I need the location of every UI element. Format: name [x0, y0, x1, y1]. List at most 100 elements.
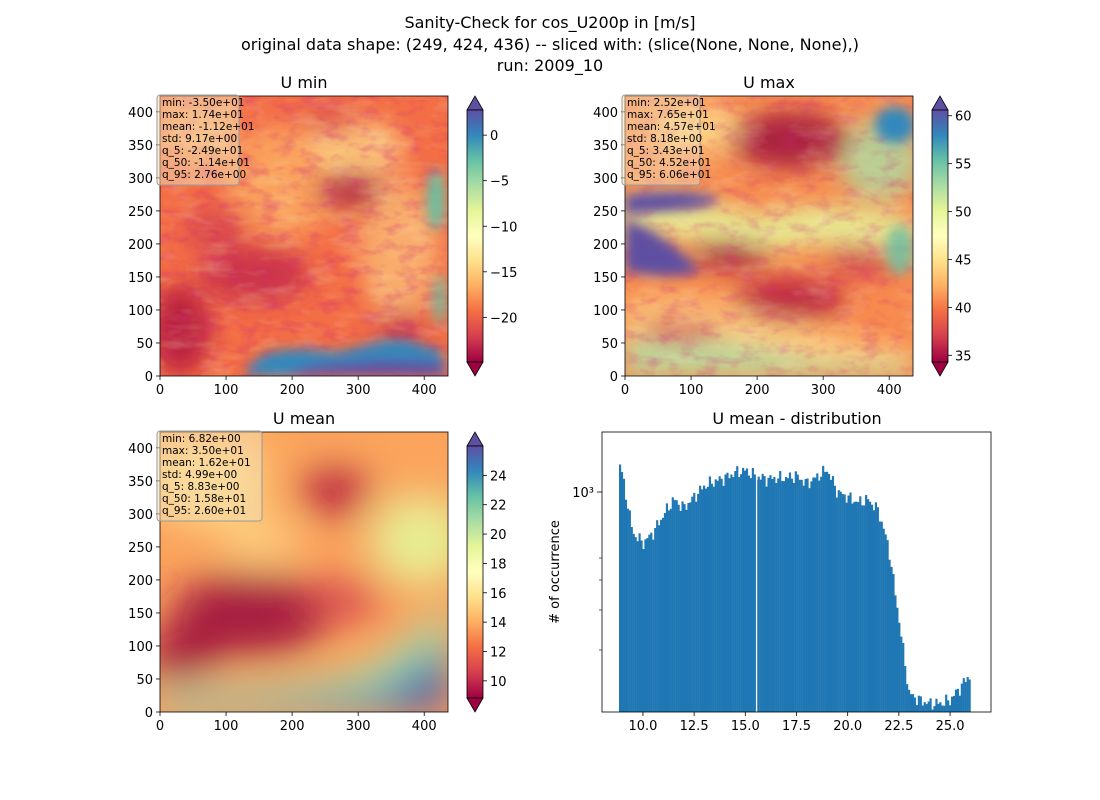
- umin-stat-line: q_95: 2.76e+00: [162, 169, 246, 181]
- hist-bar: [671, 497, 674, 712]
- hist-bar: [894, 595, 897, 712]
- hist-bar: [849, 492, 852, 712]
- hist-bar: [693, 492, 696, 712]
- hist-bar: [749, 478, 752, 712]
- umean-stat-line: mean: 1.62e+01: [162, 457, 251, 469]
- hist-xtick-label: 10.0: [628, 719, 657, 734]
- hist-bar: [632, 533, 635, 712]
- hist-bar: [677, 504, 680, 712]
- hist-bar: [769, 475, 772, 712]
- hist-xtick-label: 15.0: [731, 719, 760, 734]
- hist-bar: [882, 528, 885, 712]
- hist-bar: [687, 503, 690, 712]
- umax-ytick-label: 300: [593, 172, 618, 187]
- hist-bar: [800, 479, 803, 712]
- hist-bar: [853, 501, 856, 712]
- umin-stat-line: q_50: -1.14e+01: [162, 157, 250, 169]
- hist-bar: [796, 474, 799, 712]
- umin-stat-line: max: 1.74e+01: [162, 109, 244, 121]
- hist-bar: [802, 485, 805, 712]
- umean-stat-line: max: 3.50e+01: [162, 445, 244, 457]
- hist-bar: [878, 521, 881, 712]
- hist-bar: [695, 501, 698, 712]
- umax-xtick-label: 0: [621, 383, 629, 398]
- hist-bar: [718, 476, 721, 712]
- umean-colorbar-tick-label: 10: [490, 675, 507, 690]
- hist-bar: [892, 574, 895, 712]
- hist-bar: [628, 510, 631, 712]
- umax-stats-box: min: 2.52e+01 max: 7.65e+01 mean: 4.57e+…: [621, 94, 716, 186]
- umin-xtick-label: 400: [412, 383, 437, 398]
- umean-colorbar-tick-label: 16: [490, 587, 507, 602]
- hist-bar: [798, 479, 801, 712]
- hist-bar: [872, 510, 876, 712]
- hist-bar: [663, 513, 667, 712]
- hist-bar: [654, 528, 657, 712]
- hist-bar: [622, 478, 626, 712]
- hist-bar: [689, 502, 692, 712]
- hist-bar: [941, 705, 944, 712]
- hist-bar: [724, 474, 727, 712]
- hist-bar: [646, 538, 649, 712]
- umean-colorbar-tick-label: 14: [490, 616, 507, 631]
- umean-ytick-label: 250: [128, 541, 153, 556]
- hist-bar: [708, 476, 711, 712]
- hist-ytick: 10³: [572, 486, 602, 501]
- hist-bar: [824, 471, 827, 712]
- umax-stat-line: q_95: 6.06e+01: [627, 169, 711, 181]
- umax-ytick-label: 250: [593, 205, 618, 220]
- umean-xtick-label: 0: [156, 719, 164, 734]
- hist-bar: [962, 678, 965, 712]
- hist-bar: [722, 485, 725, 712]
- hist-bar: [863, 505, 866, 712]
- hist-bar: [777, 478, 780, 712]
- hist-bar: [958, 695, 961, 712]
- hist-bar: [913, 697, 917, 712]
- hist-bar: [720, 478, 723, 712]
- umax-stat-line: max: 7.65e+01: [627, 109, 709, 121]
- hist-bar: [779, 471, 782, 712]
- hist-bar: [716, 480, 719, 712]
- umin-ytick-label: 200: [128, 238, 153, 253]
- figure-title-line-2: original data shape: (249, 424, 436) -- …: [241, 35, 859, 54]
- hist-bar: [808, 488, 811, 712]
- umin-colorbar-tick-label: −10: [490, 220, 517, 235]
- umin-ytick-label: 50: [136, 337, 153, 352]
- umean-ytick-label: 300: [128, 508, 153, 523]
- hist-bar: [822, 465, 825, 712]
- hist-bar: [890, 566, 893, 712]
- hist-bar: [851, 503, 854, 712]
- hist-bar: [812, 477, 815, 712]
- hist-bar: [732, 477, 735, 712]
- hist-bar: [966, 676, 969, 712]
- hist-bar: [644, 539, 647, 712]
- hist-bar: [650, 532, 653, 712]
- hist-bar: [896, 607, 899, 712]
- hist-ytick-label: 10³: [572, 486, 594, 501]
- umin-stats-text: min: -3.50e+01 max: 1.74e+01 mean: -1.12…: [162, 97, 258, 181]
- hist-bar: [636, 541, 639, 712]
- hist-bar: [763, 476, 766, 712]
- umean-ytick-label: 50: [136, 673, 153, 688]
- umean-colorbar-tick-label: 22: [490, 499, 507, 514]
- umax-xtick-label: 100: [679, 383, 704, 398]
- hist-bar: [906, 684, 909, 712]
- hist-bar: [736, 466, 739, 712]
- umean-stats-box: min: 6.82e+00 max: 3.50e+01 mean: 1.62e+…: [156, 430, 263, 522]
- umax-panel: U max: [593, 73, 971, 398]
- umean-xtick-label: 200: [280, 719, 305, 734]
- hist-bar: [675, 500, 678, 712]
- umax-ytick-label: 0: [610, 370, 618, 385]
- hist-bar: [697, 493, 700, 712]
- umin-colorbar-tick-label: 0: [490, 129, 498, 144]
- hist-bar: [886, 540, 889, 712]
- hist-bar: [841, 494, 844, 712]
- hist-bars: [618, 432, 971, 712]
- hist-bar: [839, 491, 842, 712]
- hist-bar: [859, 496, 862, 712]
- hist-bar: [765, 486, 768, 712]
- hist-bar: [702, 485, 706, 712]
- hist-bar: [818, 480, 821, 712]
- hist-bar: [665, 503, 669, 712]
